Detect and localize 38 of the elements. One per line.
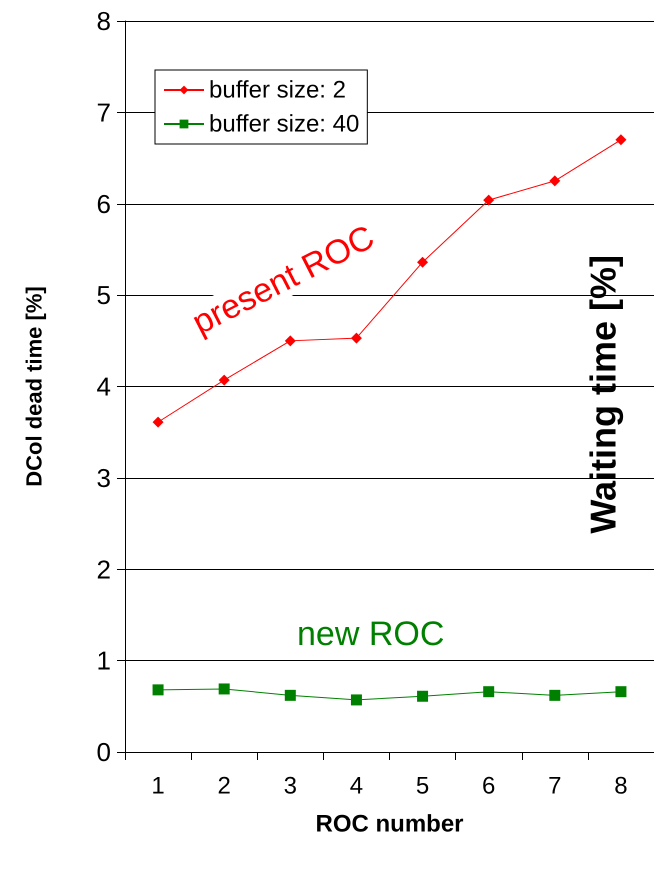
x-tick-label: 4 [350, 772, 364, 800]
point [218, 683, 230, 694]
point [615, 134, 626, 146]
y-tick-label: 4 [96, 372, 111, 402]
x-tick-label: 5 [416, 772, 430, 800]
x-tick-label: 8 [614, 772, 628, 800]
point [417, 690, 428, 702]
point [152, 416, 164, 428]
x-axis-title: ROC number [315, 810, 464, 838]
point [549, 175, 560, 186]
x-tick-label: 3 [284, 772, 297, 800]
y2-axis-title: Waiting time [%] [582, 254, 624, 534]
y-tick-label: 3 [96, 462, 111, 493]
y-tick-label: 8 [96, 6, 111, 36]
x-tick-label: 2 [218, 772, 231, 800]
point [284, 690, 296, 701]
point [615, 686, 626, 698]
x-tick-label: 6 [482, 772, 496, 800]
y-tick-label: 7 [96, 97, 111, 128]
point [218, 374, 230, 386]
y-axis-title: DCol dead time [%] [22, 286, 46, 487]
x-tick-label: 1 [151, 772, 165, 800]
annotation: new ROC [297, 615, 444, 653]
point [549, 690, 560, 701]
y-tick-label: 0 [96, 737, 111, 767]
x-tick-label: 7 [548, 772, 562, 800]
y-tick-label: 6 [96, 188, 111, 219]
point [417, 256, 428, 268]
point [483, 686, 494, 698]
point [483, 194, 494, 206]
y-tick-label: 1 [96, 646, 111, 676]
legend-label: buffer size: 40 [209, 110, 360, 138]
y-tick-label: 2 [96, 554, 111, 584]
legend-label: buffer size: 2 [209, 76, 346, 104]
point [152, 684, 164, 696]
y-tick-label: 5 [96, 280, 111, 310]
point [350, 694, 362, 706]
point [350, 332, 362, 344]
